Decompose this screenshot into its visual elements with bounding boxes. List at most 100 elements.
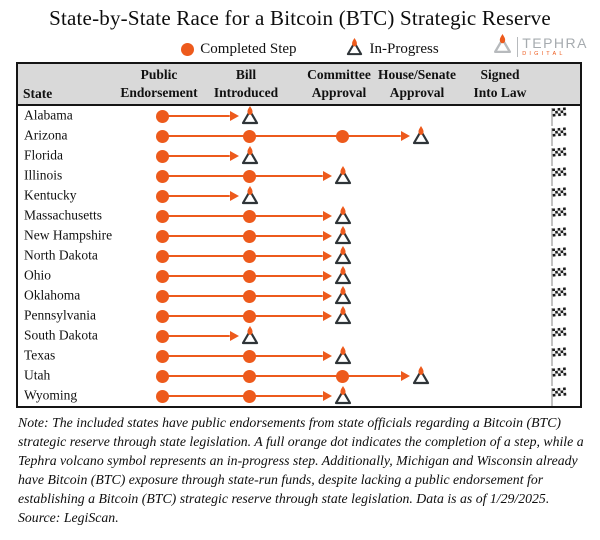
arrow-head: [323, 271, 332, 281]
in-progress-volcano-icon: [333, 266, 353, 290]
progress-line: [162, 194, 230, 198]
source-text: Source: LegiScan.: [18, 510, 119, 526]
completed-step-dot: [242, 349, 256, 363]
state-label: Massachusetts: [24, 207, 102, 223]
state-label: Kentucky: [24, 187, 77, 203]
header-col-bill-introduced: Bill Introduced: [213, 66, 279, 100]
arrow-head: [323, 391, 332, 401]
state-row: Florida: [18, 146, 580, 166]
legend-completed-label: Completed Step: [200, 40, 297, 57]
progress-table: State Public Endorsement Bill Introduced Com…: [16, 62, 582, 408]
note-text: Note: The included states have public en…: [18, 415, 584, 507]
finish-flag-icon: [549, 267, 567, 291]
state-row: Utah: [18, 366, 580, 386]
finish-flag-icon: [549, 367, 567, 391]
completed-step-dot: [242, 289, 256, 303]
completed-step-dot: [335, 129, 349, 143]
completed-step-dot: [155, 289, 169, 303]
completed-step-dot: [155, 349, 169, 363]
state-row: Pennsylvania: [18, 306, 580, 326]
progress-line: [162, 334, 230, 338]
finish-flag-icon: [549, 107, 567, 131]
state-row: Texas: [18, 346, 580, 366]
finish-flag-icon: [549, 387, 567, 411]
state-label: Florida: [24, 147, 63, 163]
header-col-signed-into-law: Signed Into Law: [473, 66, 527, 100]
in-progress-volcano-icon: [333, 346, 353, 370]
arrow-head: [230, 111, 239, 121]
logo-volcano-icon: [492, 34, 513, 59]
header-state: State: [23, 86, 53, 101]
state-row: Massachusetts: [18, 206, 580, 226]
completed-step-dot: [242, 369, 256, 383]
completed-dot-icon: [181, 42, 195, 56]
state-row: Kentucky: [18, 186, 580, 206]
state-row: New Hampshire: [18, 226, 580, 246]
completed-step-dot: [155, 249, 169, 263]
progress-line: [162, 374, 401, 378]
finish-flag-icon: [549, 327, 567, 351]
completed-step-dot: [242, 229, 256, 243]
completed-step-dot: [242, 129, 256, 143]
state-label: New Hampshire: [24, 227, 113, 243]
completed-step-dot: [155, 169, 169, 183]
state-row: Wyoming: [18, 386, 580, 406]
chart-title: State-by-State Race for a Bitcoin (BTC) …: [49, 6, 551, 30]
completed-step-dot: [155, 189, 169, 203]
finish-flag-icon: [549, 347, 567, 371]
state-label: North Dakota: [24, 247, 98, 263]
finish-flag-icon: [549, 307, 567, 331]
arrow-head: [323, 231, 332, 241]
table-rows: Alabama Arizona Florida Illinois Kentucky Mas…: [18, 106, 580, 406]
state-label: Alabama: [24, 107, 73, 123]
state-label: Ohio: [24, 267, 51, 283]
logo-divider: [516, 36, 519, 57]
completed-step-dot: [242, 269, 256, 283]
footnote: Note: The included states have public en…: [18, 413, 590, 527]
in-progress-volcano-icon: [411, 126, 431, 150]
tephra-logo: TEPHRA DIGITAL: [492, 34, 588, 59]
arrow-head: [323, 351, 332, 361]
logo-name: TEPHRA: [522, 34, 588, 51]
finish-flag-icon: [549, 287, 567, 311]
state-row: Oklahoma: [18, 286, 580, 306]
state-label: South Dakota: [24, 327, 98, 343]
finish-flag-icon: [549, 127, 567, 151]
arrow-head: [230, 151, 239, 161]
in-progress-volcano-icon: [333, 246, 353, 270]
in-progress-volcano-icon: [333, 286, 353, 310]
completed-step-dot: [155, 309, 169, 323]
arrow-head: [323, 311, 332, 321]
state-label: Pennsylvania: [24, 307, 96, 323]
in-progress-volcano-icon: [240, 106, 260, 130]
arrow-head: [401, 131, 410, 141]
in-progress-volcano-icon: [333, 226, 353, 250]
completed-step-dot: [155, 389, 169, 403]
in-progress-volcano-icon: [333, 306, 353, 330]
finish-flag-icon: [549, 187, 567, 211]
completed-step-dot: [335, 369, 349, 383]
progress-line: [162, 114, 230, 118]
progress-line: [162, 154, 230, 158]
state-row: North Dakota: [18, 246, 580, 266]
state-row: Illinois: [18, 166, 580, 186]
state-row: South Dakota: [18, 326, 580, 346]
in-progress-volcano-icon: [240, 186, 260, 210]
completed-step-dot: [155, 369, 169, 383]
legend: Completed Step In-Progress: [150, 37, 470, 59]
in-progress-volcano-icon: [411, 366, 431, 390]
state-label: Oklahoma: [24, 287, 81, 303]
in-progress-volcano-icon: [240, 326, 260, 350]
completed-step-dot: [155, 109, 169, 123]
state-row: Arizona: [18, 126, 580, 146]
header-col-public-endorsement: Public Endorsement: [120, 66, 198, 100]
completed-step-dot: [155, 329, 169, 343]
completed-step-dot: [155, 129, 169, 143]
arrow-head: [323, 251, 332, 261]
finish-flag-icon: [549, 147, 567, 171]
arrow-head: [401, 371, 410, 381]
in-progress-volcano-icon: [333, 386, 353, 410]
arrow-head: [323, 171, 332, 181]
completed-step-dot: [155, 149, 169, 163]
